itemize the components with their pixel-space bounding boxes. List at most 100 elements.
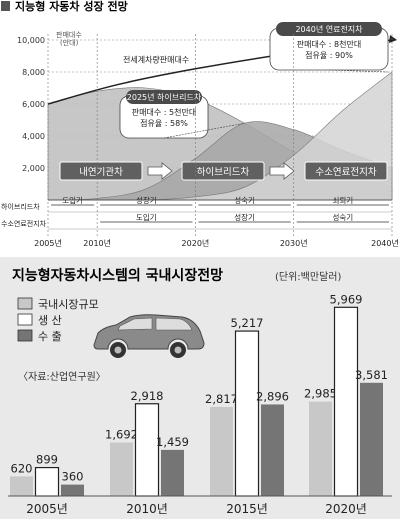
- bar-value-label: 360: [62, 470, 84, 484]
- y-tick-label: 4,000: [22, 132, 45, 141]
- phase-fuelcell: 수소연료전지차: [304, 161, 388, 181]
- car-hub-rear: [174, 346, 182, 354]
- phase-arrow: [147, 162, 173, 180]
- phase-hybrid: 하이브리드차: [181, 161, 295, 181]
- x-tick-label: 2040년: [371, 238, 399, 248]
- callout-title: 2025년 하이브리드차: [127, 92, 202, 102]
- callout-line: 점유율 : 90%: [305, 50, 353, 60]
- legend-label-domestic: 국내시장규모: [38, 298, 99, 311]
- growth-outlook-chart: 지능형 자동차 성장 전망 판매대수 (만대) 10,000 8,000 6,000…: [1, 0, 399, 248]
- stage-label: 성숙기: [333, 213, 354, 222]
- x-tick-label: 2005년: [34, 238, 62, 248]
- bar-export: [261, 404, 284, 496]
- top-y-ticks: 10,000 8,000 6,000 4,000 2,000: [17, 36, 45, 173]
- phase-arrow: [269, 162, 295, 180]
- callout-pointer: [328, 69, 389, 73]
- x-tick-label: 2020년: [182, 238, 210, 248]
- x-tick-label: 2010년: [83, 238, 111, 248]
- bar-value-label: 899: [36, 453, 58, 467]
- phase-box: [304, 161, 388, 181]
- title-marker: [1, 1, 10, 11]
- y-unit-label-2: (만대): [60, 38, 79, 47]
- bar-value-label: 3,581: [355, 368, 388, 382]
- bar-value-label: 2,817: [205, 392, 238, 406]
- bar-domestic: [110, 442, 133, 496]
- callout-title: 2040년 연료전지차: [295, 24, 363, 34]
- bottom-chart-unit: (단위:백만달러): [275, 270, 341, 283]
- lifecycle-row-label: 수소연료전지차: [1, 219, 47, 228]
- stage-label: 쇠퇴기: [333, 196, 354, 205]
- bar-value-label: 1,692: [105, 428, 138, 442]
- category-label: 2015년: [226, 502, 268, 516]
- car-window-rear: [155, 317, 193, 331]
- legend-label-production: 생 산: [38, 314, 62, 327]
- category-label: 2005년: [26, 502, 68, 516]
- phase-box: [181, 161, 265, 181]
- bar-value-label: 5,217: [231, 316, 264, 330]
- callout-title-pill: [126, 90, 202, 104]
- car-illustration: [93, 314, 205, 358]
- bar-value-label: 620: [11, 461, 33, 475]
- bottom-chart-title: 지능형자동차시스템의 국내시장전망: [12, 267, 223, 284]
- source-note: 〈자료:산업연구원〉: [18, 370, 106, 383]
- bar-value-label: 2,985: [304, 387, 337, 401]
- y-tick-label: 8,000: [22, 68, 45, 77]
- stage-label: 도입기: [62, 196, 83, 205]
- category-label: 2010년: [126, 502, 168, 516]
- bar-production: [134, 403, 160, 497]
- bar-export: [61, 484, 84, 496]
- bar-value-label: 2,896: [256, 389, 289, 403]
- legend-swatch-domestic: [17, 297, 33, 310]
- total-line-arrowhead: [389, 35, 397, 43]
- bar-production: [234, 330, 260, 497]
- bar-export: [360, 382, 383, 496]
- y-tick-label: 2,000: [22, 164, 45, 173]
- total-line-label: 전세계차량판매대수: [123, 54, 189, 64]
- bar-value-label: 2,918: [131, 389, 164, 403]
- phase-label: 수소연료전지차: [315, 166, 376, 178]
- phase-label: 내연기관차: [79, 166, 123, 178]
- legend-label-export: 수 출: [38, 330, 62, 343]
- bar-export: [161, 449, 184, 496]
- y-tick-label: 10,000: [17, 36, 45, 45]
- y-unit-label-1: 판매대수: [56, 30, 82, 39]
- bar-value-label: 1,459: [156, 435, 189, 449]
- bar-domestic: [210, 406, 233, 496]
- bar-domestic: [309, 401, 332, 496]
- callout-line: 판매대수 : 8천만대: [297, 39, 361, 49]
- top-x-ticks: 2005년 2010년 2020년 2030년 2040년: [34, 34, 399, 248]
- bottom-x-ticks: 2005년 2010년 2015년 2020년: [26, 502, 367, 516]
- stage-label: 성장기: [234, 212, 255, 222]
- callout-title-pill: [276, 22, 382, 36]
- phase-ice: 내연기관차: [59, 161, 173, 181]
- x-tick-label: 2030년: [280, 238, 308, 248]
- legend-swatch-export: [17, 329, 33, 342]
- stage-label: 도입기: [136, 213, 157, 222]
- callout-pointer: [163, 122, 245, 139]
- y-tick-label: 6,000: [22, 100, 45, 109]
- bar-production: [34, 466, 60, 497]
- top-chart-title: 지능형 자동차 성장 전망: [15, 0, 128, 13]
- category-label: 2020년: [325, 502, 367, 516]
- callout-line: 판매대수 : 5천만대: [132, 107, 196, 117]
- phase-box: [59, 161, 143, 181]
- bottom-background: [0, 257, 400, 519]
- bar-production: [333, 306, 359, 497]
- bar-domestic: [10, 476, 33, 496]
- phase-banner: 내연기관차 하이브리드차 수소연료전지차: [59, 161, 388, 181]
- bar-value-label: 5,969: [330, 292, 363, 306]
- stage-label: 성숙기: [234, 196, 255, 205]
- lifecycle-row-label: 하이브리드차: [1, 202, 40, 211]
- car-window-front: [117, 317, 153, 331]
- legend-swatch-production: [17, 313, 33, 326]
- phase-label: 하이브리드차: [197, 166, 250, 178]
- callout-line: 점유율 : 58%: [140, 118, 188, 128]
- top-areas: [47, 71, 393, 201]
